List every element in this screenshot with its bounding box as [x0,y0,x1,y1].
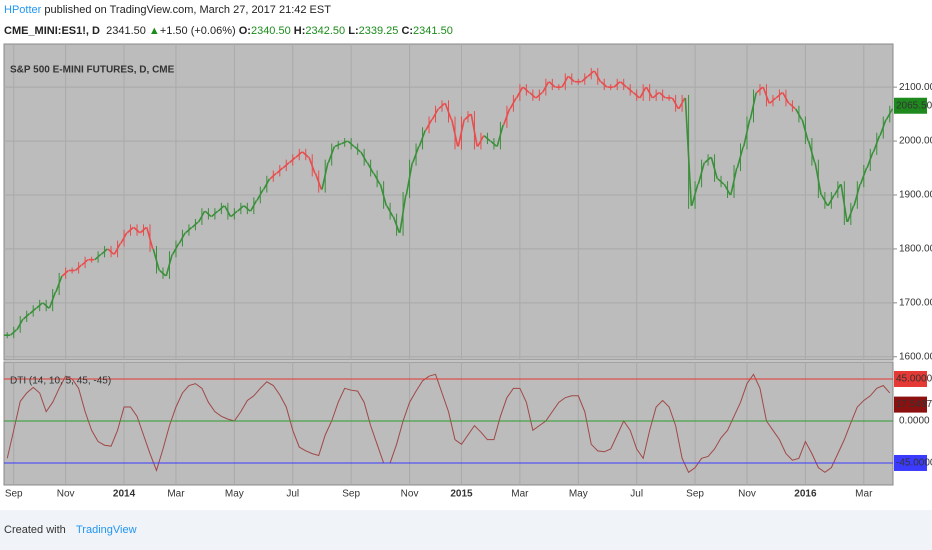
x-tick-label: May [225,489,244,500]
x-tick-label: Jul [286,489,299,500]
ohlc-label: O: [238,25,251,37]
symbol: CME_MINI:ES1!, D [4,25,100,37]
ohlc: O:2340.50 H:2342.50 L:2339.25 C:2341.50 [239,25,453,37]
value-badge [894,396,927,413]
arrow: ▲ [148,25,160,37]
ohlc-value: 2342.50 [305,25,346,37]
ohlc-value: 2341.50 [413,25,453,37]
value-badge [894,97,927,114]
x-tick-label: Jul [630,489,643,500]
x-tick-label: Nov [401,489,419,500]
x-tick-label: 2014 [113,489,136,500]
x-tick-label: Mar [167,489,185,500]
created: Created with [4,524,66,536]
x-tick-label: 2015 [450,489,473,500]
indicator-title: DTI (14, 10, 5, 45, -45) [10,376,111,387]
ohlc-value: 2339.25 [358,25,399,37]
value-badge [894,370,927,387]
indicator-line [6,373,891,474]
author[interactable]: HPotter [4,4,42,16]
brand[interactable]: TradingView [76,524,137,536]
x-tick-label: Nov [57,489,75,500]
value-badge-label: 45.0000 [896,374,932,385]
price: 2341.50 [106,25,146,37]
x-tick-label: 2016 [794,489,817,500]
x-tick-label: Sep [686,489,704,500]
x-tick-label: Nov [738,489,756,500]
panel [3,43,894,361]
x-tick-label: Mar [855,489,873,500]
value-badge-label: 2065.50 [896,100,932,111]
x-tick-label: Sep [5,489,23,500]
value-badge [894,454,927,471]
panel [3,361,894,486]
value-badge-label: 17.5497 [896,399,932,410]
chart: Sep Nov 2014 Mar May Jul Sep Nov 2015 Mar May Jul Se… [3,43,932,500]
change: +1.50 (+0.06%) [159,25,236,37]
ohlc-label: C: [401,25,414,37]
symbol-line: CME_MINI:ES1!, D 2341.50 ▲+1.50 (+0.06%)… [4,25,453,37]
x-tick-label: May [569,489,588,500]
y-tick-label: 1900.00 [899,190,932,201]
value-badge-label: -45.0000 [896,458,932,469]
y-tick-label: 1800.00 [899,244,932,255]
y-tick-label: 1600.00 [899,351,932,362]
level-label: 0.0000 [899,416,930,427]
y-tick-label: 2100.00 [899,82,932,93]
header: HPotter published on TradingView.com, Ma… [4,4,453,37]
x-tick-label: Mar [511,489,529,500]
published: published on TradingView.com, March 27, … [44,4,331,16]
ohlc-value: 2340.50 [250,25,291,37]
ohlc-label: L: [348,25,359,37]
footer: Created with TradingView [0,510,932,550]
y-tick-label: 2000.00 [899,136,932,147]
y-tick-label: 1700.00 [899,297,932,308]
x-tick-label: Sep [342,489,360,500]
ohlc-label: H: [293,25,306,37]
chart-title: S&P 500 E-MINI FUTURES, D, CME [10,65,175,76]
